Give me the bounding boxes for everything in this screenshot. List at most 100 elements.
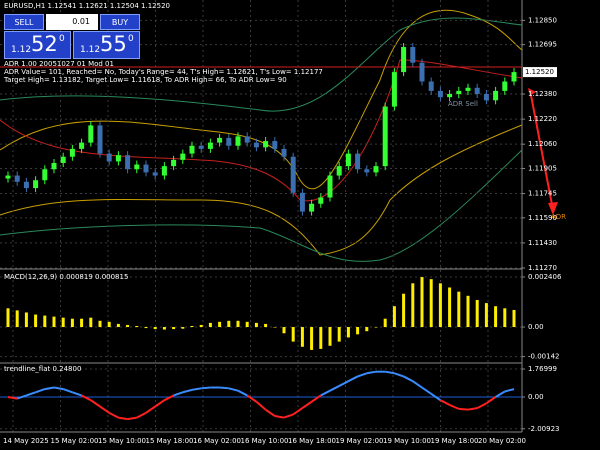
trendline-segment — [228, 387, 239, 392]
x-tick-label: 15 May 10:00 — [98, 437, 146, 445]
candle — [483, 94, 489, 101]
macd-bar — [438, 283, 442, 328]
candle — [502, 81, 508, 91]
trade-panel: SELL 0.01 BUY 1.12 52 0 1.12 55 0 — [4, 14, 140, 60]
trendline-segment — [219, 386, 229, 390]
trendline-segment — [283, 413, 294, 419]
trendline-segment — [403, 375, 414, 383]
trendline-segment — [504, 388, 515, 393]
trendline-segment — [237, 389, 248, 397]
info-line: Target High= 1.13182, Target Low= 1.1161… — [3, 76, 287, 84]
macd-bar — [254, 322, 258, 328]
candle — [373, 166, 379, 173]
trendline-segment — [394, 372, 404, 378]
trendline-segment — [35, 388, 46, 394]
macd-bar — [466, 295, 470, 328]
trendline-segment — [62, 388, 73, 394]
macd-bar — [402, 293, 406, 328]
trendline-segment — [412, 380, 423, 389]
y-tick-label: 1.11905 — [528, 164, 557, 172]
y-tick-label: 1.11745 — [528, 190, 557, 198]
candle — [115, 155, 121, 162]
macd-bar — [291, 327, 295, 342]
x-tick-label: 15 May 02:00 — [51, 437, 99, 445]
buy-price[interactable]: 1.12 55 0 — [73, 31, 140, 59]
trendline-segment — [338, 380, 349, 387]
macd-bar — [218, 321, 222, 328]
candle — [511, 72, 517, 82]
candle — [272, 141, 278, 149]
macd-bar — [70, 318, 74, 328]
macd-bar — [429, 279, 433, 328]
macd-bar — [162, 327, 166, 330]
candle — [198, 145, 204, 149]
price-pips: 55 — [100, 32, 127, 56]
macd-bar — [135, 325, 139, 328]
trendline-segment — [53, 386, 64, 391]
candle — [14, 175, 20, 182]
x-tick-label: 20 May 02:00 — [478, 437, 526, 445]
macd-bar — [80, 318, 84, 328]
candle — [244, 136, 250, 143]
candle — [125, 155, 131, 170]
x-tick-label: 16 May 18:00 — [288, 437, 336, 445]
macd-bar — [52, 316, 56, 328]
trendline-segment — [44, 386, 55, 391]
trendline-segment — [274, 415, 285, 419]
macd-bar — [448, 287, 452, 328]
macd-bar — [512, 309, 516, 328]
macd-bar — [494, 306, 498, 328]
price-pips: 52 — [31, 32, 58, 56]
macd-title: MACD(12,26,9) 0.000819 0.000815 — [4, 273, 128, 281]
macd-bar — [273, 327, 277, 328]
trendline-segment — [127, 416, 137, 421]
macd-bar — [282, 327, 286, 334]
candle — [290, 156, 296, 193]
x-tick-label: 16 May 10:00 — [241, 437, 289, 445]
sell-button[interactable]: SELL — [4, 14, 44, 30]
trendline-segment — [26, 391, 36, 397]
macd-bar — [199, 324, 203, 328]
y-tick-label: 1.11430 — [528, 239, 557, 247]
sell-price[interactable]: 1.12 52 0 — [4, 31, 71, 59]
candle — [318, 197, 324, 204]
macd-bar — [190, 325, 194, 328]
candle — [180, 153, 186, 160]
y-tick-label: 1.12695 — [528, 41, 557, 49]
candle — [437, 90, 443, 98]
y-tick-label: 1.76999 — [528, 365, 557, 373]
macd-bar — [43, 315, 47, 328]
macd-bar — [34, 314, 38, 328]
candle — [143, 164, 149, 173]
candle — [391, 72, 397, 107]
macd-bar — [356, 327, 360, 335]
trendline-segment — [99, 405, 110, 414]
candle — [69, 148, 75, 157]
trendline-segment — [81, 394, 92, 402]
trendline-segment — [495, 390, 506, 398]
price-big: 1.12 — [11, 45, 32, 55]
macd-bar — [24, 312, 28, 328]
trendline-segment — [145, 405, 156, 414]
buy-button[interactable]: BUY — [100, 14, 140, 30]
candle — [161, 166, 167, 176]
macd-bar — [116, 323, 120, 328]
y-tick-label: 1.12850 — [528, 16, 557, 24]
y-tick-label: 1.12060 — [528, 140, 557, 148]
trendline-title: trendline_flat 0.24800 — [4, 365, 81, 373]
macd-bar — [264, 323, 268, 328]
price-frac: 0 — [59, 34, 65, 44]
macd-bar — [392, 306, 396, 328]
candle — [5, 175, 11, 179]
lot-input[interactable]: 0.01 — [46, 14, 98, 30]
trendline-segment — [311, 394, 322, 403]
candle — [235, 136, 241, 146]
macd-bar — [300, 327, 304, 347]
candle — [410, 47, 416, 63]
macd-bar — [365, 327, 369, 332]
arrow-head — [548, 202, 558, 215]
macd-bar — [319, 327, 323, 349]
y-tick-label: 1.11590 — [528, 214, 557, 222]
arrow-tail — [528, 88, 536, 96]
candle — [60, 156, 66, 163]
